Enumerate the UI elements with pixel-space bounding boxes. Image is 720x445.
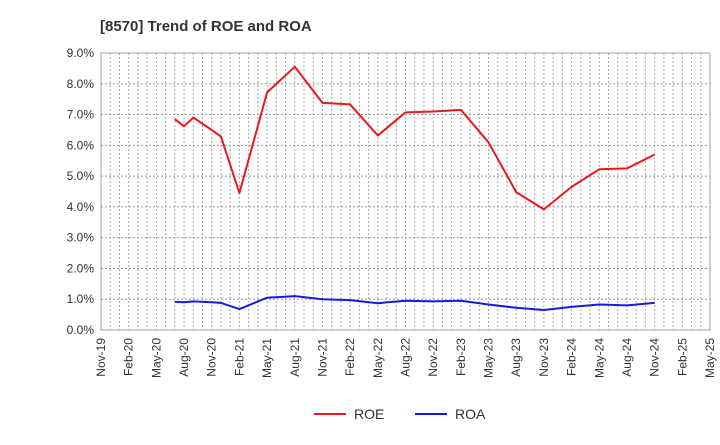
y-tick-label: 0.0%	[67, 323, 95, 337]
x-tick-label: May-20	[149, 338, 163, 378]
x-tick-label: Nov-24	[648, 338, 662, 377]
plot-area	[100, 52, 711, 331]
y-tick-label: 2.0%	[67, 261, 95, 275]
x-tick-label: May-23	[482, 338, 496, 378]
x-tick-label: Feb-20	[122, 338, 136, 376]
x-tick-label: Aug-22	[399, 338, 413, 377]
x-tick-label: May-21	[260, 338, 274, 378]
y-tick-label: 8.0%	[67, 77, 95, 91]
x-tick-label: May-24	[592, 338, 606, 378]
x-tick-label: Nov-19	[94, 338, 108, 377]
x-tick-label: Nov-23	[537, 338, 551, 377]
x-tick-label: May-25	[703, 338, 717, 378]
y-tick-label: 7.0%	[67, 108, 95, 122]
x-tick-label: Aug-20	[177, 338, 191, 377]
x-tick-label: Aug-21	[288, 338, 302, 377]
x-tick-label: May-22	[371, 338, 385, 378]
x-tick-label: Feb-21	[232, 338, 246, 376]
chart-title: [8570] Trend of ROE and ROA	[100, 18, 312, 35]
y-tick-label: 3.0%	[67, 231, 95, 245]
series-line-roa	[174, 295, 655, 311]
legend-label-roe: ROE	[354, 406, 384, 422]
x-tick-label: Aug-24	[620, 338, 634, 377]
y-tick-label: 9.0%	[67, 46, 95, 60]
x-tick-label: Feb-23	[454, 338, 468, 376]
y-tick-label: 5.0%	[67, 169, 95, 183]
y-tick-label: 4.0%	[67, 200, 95, 214]
y-tick-label: 6.0%	[67, 138, 95, 152]
x-tick-label: Feb-25	[675, 338, 689, 376]
series-line-roe	[174, 65, 656, 211]
x-tick-label: Nov-22	[426, 338, 440, 377]
x-tick-label: Nov-21	[315, 338, 329, 377]
x-tick-label: Aug-23	[509, 338, 523, 377]
y-tick-label: 1.0%	[67, 292, 95, 306]
x-tick-label: Nov-20	[205, 338, 219, 377]
x-tick-label: Feb-22	[343, 338, 357, 376]
legend-label-roa: ROA	[455, 406, 486, 422]
x-tick-label: Feb-24	[565, 338, 579, 376]
